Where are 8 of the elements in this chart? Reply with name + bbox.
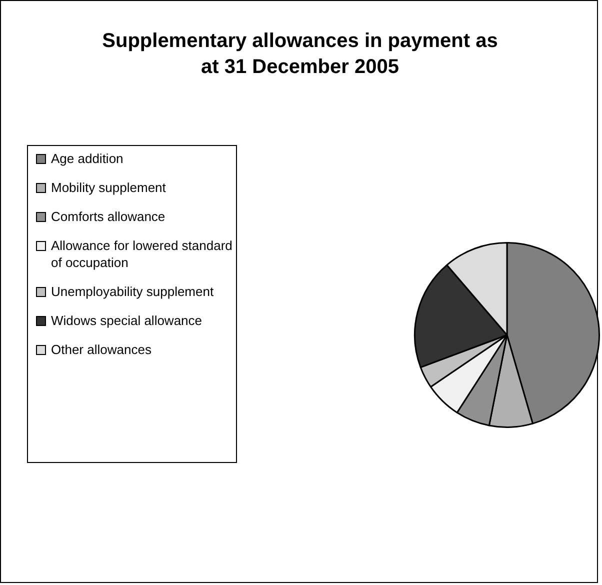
legend-label: Widows special allowance <box>51 312 202 329</box>
legend-label: Allowance for lowered standard of occupation <box>51 237 234 271</box>
chart-title: Supplementary allowances in payment as at 31 December 2005 <box>101 29 499 80</box>
legend-label: Other allowances <box>51 341 152 358</box>
legend-label: Comforts allowance <box>51 208 166 225</box>
legend-label: Mobility supplement <box>51 179 166 196</box>
legend-label: Age addition <box>51 150 124 167</box>
legend-label: Unemployability supplement <box>51 283 214 300</box>
